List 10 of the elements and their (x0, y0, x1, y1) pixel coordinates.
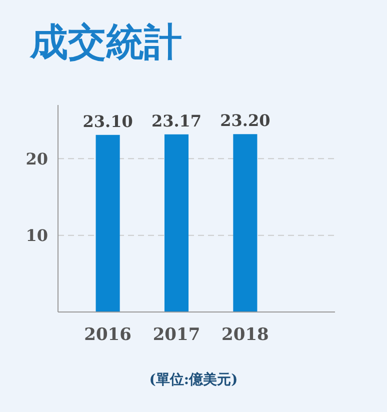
x-tick-label: 2018 (222, 325, 269, 345)
text: (單位:億美元) (149, 371, 238, 388)
x-tick-label: 2017 (152, 325, 200, 345)
data-label: 23.10 (82, 112, 133, 131)
chart-title: 成交統計 (29, 19, 182, 64)
x-tick-label: 2016 (84, 325, 132, 345)
y-tick-label: 20 (26, 149, 48, 168)
data-label: 23.20 (220, 111, 270, 130)
y-tick-label: 10 (26, 226, 48, 245)
data-label: 23.17 (151, 111, 202, 130)
